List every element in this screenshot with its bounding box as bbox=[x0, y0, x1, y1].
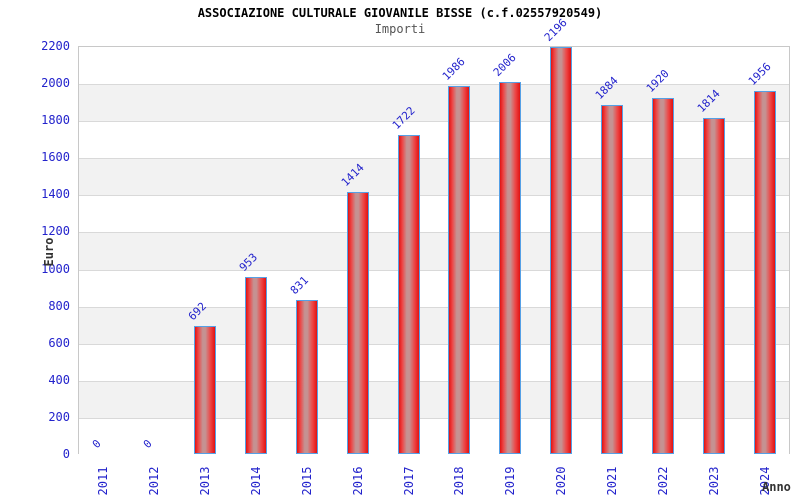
x-tick-label: 2016 bbox=[350, 466, 365, 496]
y-tick-label: 1800 bbox=[41, 113, 70, 128]
gridline bbox=[79, 232, 789, 234]
bar-2017 bbox=[397, 134, 420, 454]
y-tick-label: 600 bbox=[48, 335, 70, 350]
y-tick-label: 1400 bbox=[41, 187, 70, 202]
bar-2019 bbox=[499, 81, 522, 454]
y-tick-label: 1200 bbox=[41, 224, 70, 239]
gridline bbox=[79, 380, 789, 382]
gridline bbox=[79, 84, 789, 86]
x-tick-label: 2018 bbox=[452, 466, 467, 496]
grid-band bbox=[79, 343, 789, 381]
x-tick-label: 2017 bbox=[401, 466, 416, 496]
bar-2018 bbox=[448, 85, 471, 454]
x-tick-label: 2019 bbox=[503, 466, 518, 496]
chart-title: ASSOCIAZIONE CULTURALE GIOVANILE BISSE (… bbox=[197, 6, 603, 20]
x-tick-label: 2014 bbox=[249, 466, 263, 496]
x-tick-label: 2020 bbox=[554, 466, 569, 496]
grid-band bbox=[79, 380, 789, 418]
y-tick-label: 2000 bbox=[41, 76, 70, 91]
x-tick-label: 2022 bbox=[655, 466, 670, 496]
chart-subtitle: Importi bbox=[374, 22, 426, 36]
y-tick-label: 2200 bbox=[41, 39, 70, 53]
bar-2014 bbox=[245, 277, 267, 454]
x-tick-label: 2013 bbox=[198, 466, 213, 496]
y-tick-label: 200 bbox=[48, 409, 70, 424]
bar-2023 bbox=[702, 117, 725, 454]
grid-band bbox=[79, 417, 789, 455]
bar-2024 bbox=[753, 91, 776, 454]
gridline bbox=[79, 121, 789, 123]
grid-band bbox=[79, 84, 789, 122]
gridline bbox=[79, 417, 789, 419]
bar-2020 bbox=[550, 46, 573, 454]
gridline bbox=[79, 269, 789, 271]
x-tick-label: 2015 bbox=[299, 466, 314, 496]
bar-2016 bbox=[346, 191, 369, 454]
x-axis-title: Anno bbox=[762, 480, 791, 494]
grid-band bbox=[79, 47, 789, 85]
plot-area bbox=[78, 46, 790, 455]
grid-band bbox=[79, 121, 789, 159]
x-tick-label: 2012 bbox=[147, 466, 162, 496]
grid-band bbox=[79, 158, 789, 196]
x-tick-label: 2023 bbox=[706, 466, 721, 496]
gridline bbox=[79, 158, 789, 160]
grid-band bbox=[79, 195, 789, 233]
bar-2022 bbox=[651, 97, 674, 454]
gridline bbox=[79, 195, 789, 197]
bar-2021 bbox=[601, 104, 623, 454]
y-tick-label: 0 bbox=[62, 447, 70, 461]
gridline bbox=[79, 343, 789, 345]
gridline bbox=[79, 306, 789, 308]
bar-2013 bbox=[194, 325, 217, 454]
grid-band bbox=[79, 269, 789, 307]
y-tick-label: 400 bbox=[48, 372, 70, 387]
y-tick-label: 1000 bbox=[41, 261, 70, 276]
x-tick-label: 2021 bbox=[605, 466, 619, 496]
x-tick-label: 2011 bbox=[96, 466, 111, 496]
bar-2015 bbox=[295, 299, 318, 454]
y-tick-label: 800 bbox=[48, 298, 70, 313]
grid-band bbox=[79, 232, 789, 270]
y-tick-label: 1600 bbox=[41, 150, 70, 165]
y-axis-title: Euro bbox=[42, 237, 56, 267]
